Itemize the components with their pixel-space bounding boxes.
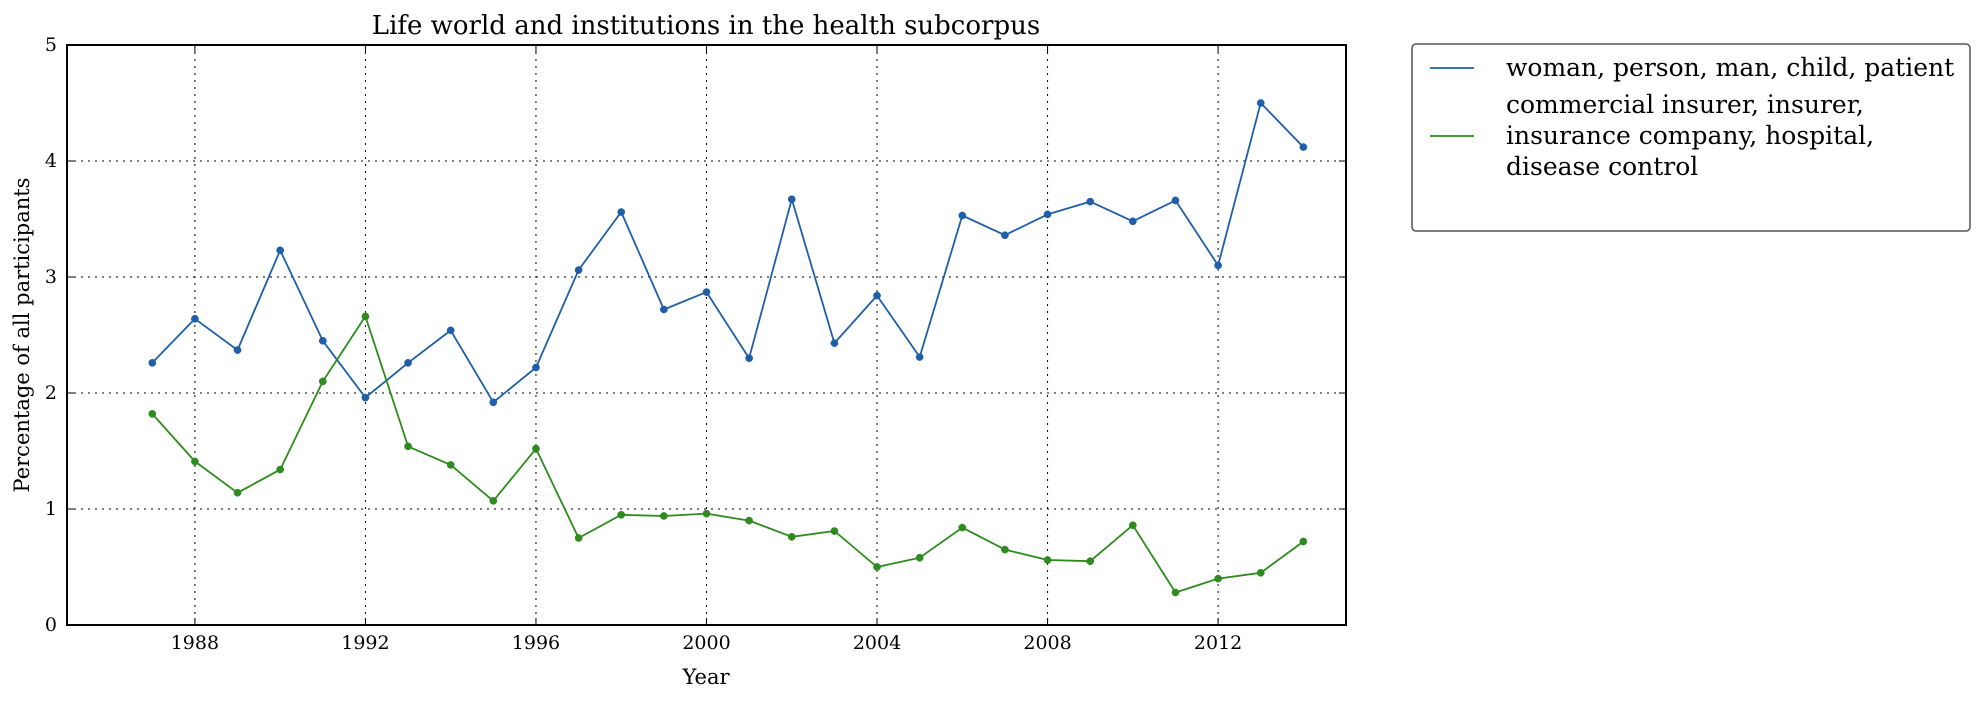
series-2-point bbox=[404, 442, 412, 451]
series-2-point bbox=[233, 488, 242, 497]
series-1-point bbox=[1299, 143, 1308, 151]
series-2-point bbox=[1043, 556, 1052, 564]
y-tick-label: 4 bbox=[45, 150, 57, 172]
series-1-point bbox=[915, 353, 924, 361]
x-tick-label: 2012 bbox=[1194, 632, 1242, 654]
series-2-point bbox=[276, 465, 285, 474]
x-tick-label: 2008 bbox=[1023, 632, 1071, 654]
series-2-point bbox=[1214, 574, 1222, 583]
series-1-point bbox=[1171, 196, 1180, 205]
series-1-point bbox=[617, 208, 626, 216]
y-tick-label: 3 bbox=[45, 266, 57, 288]
series-1-point bbox=[1128, 217, 1137, 226]
series-1-point bbox=[574, 266, 583, 274]
series-1-point bbox=[148, 358, 157, 367]
x-tick-label: 1988 bbox=[171, 632, 219, 654]
y-axis-title: Percentage of all participants bbox=[10, 178, 34, 493]
series-2-point bbox=[489, 497, 498, 505]
y-tick-label: 2 bbox=[45, 382, 57, 404]
series-1-point bbox=[1214, 261, 1222, 270]
series-1-point bbox=[1001, 231, 1009, 240]
series-2-point bbox=[148, 410, 157, 418]
x-axis-title: Year bbox=[681, 665, 730, 689]
series-1-point bbox=[233, 346, 242, 354]
series-1-point bbox=[191, 314, 199, 323]
series-2-point bbox=[1171, 588, 1180, 597]
series-1-point bbox=[1086, 197, 1095, 206]
series-1-point bbox=[532, 363, 540, 372]
series-2-point bbox=[1256, 568, 1265, 577]
y-tick-label: 5 bbox=[45, 34, 57, 56]
x-tick-label: 1996 bbox=[512, 632, 560, 654]
series-line-2 bbox=[151, 315, 1304, 594]
series-2-point bbox=[787, 532, 796, 541]
series-1-point bbox=[787, 195, 796, 204]
series-2-point bbox=[1128, 521, 1137, 530]
series-2-point bbox=[446, 461, 455, 469]
series-2-point bbox=[1086, 557, 1095, 566]
legend-frame bbox=[1411, 43, 1971, 232]
series-2-point bbox=[830, 527, 839, 535]
x-tick-label: 2004 bbox=[853, 632, 901, 654]
series-1-point bbox=[404, 358, 412, 367]
series-2-point bbox=[318, 377, 327, 386]
x-tick-label: 2000 bbox=[682, 632, 730, 654]
legend-label-1: woman, person, man, child, patient bbox=[1506, 53, 1954, 82]
series-1-point bbox=[446, 326, 455, 335]
legend-entries: woman, person, man, child, patient commer… bbox=[1430, 53, 1954, 181]
series-2-point bbox=[702, 509, 711, 518]
series-2-point bbox=[617, 510, 626, 519]
series-1-point bbox=[361, 393, 370, 402]
series-line-1 bbox=[151, 102, 1305, 404]
x-tick-label: 1992 bbox=[341, 632, 389, 654]
series-1-point bbox=[830, 339, 839, 347]
series-1-point bbox=[1043, 210, 1052, 219]
series-2-point bbox=[1001, 545, 1009, 554]
chart-title: Life world and institutions in the healt… bbox=[372, 11, 1040, 41]
series-2-point bbox=[745, 516, 753, 525]
series-2-point bbox=[574, 534, 583, 542]
series-2-point bbox=[191, 457, 199, 466]
series-1-point bbox=[318, 336, 327, 345]
series-2-point bbox=[660, 512, 668, 520]
series-1-point bbox=[958, 211, 967, 220]
series-1-point bbox=[873, 291, 881, 300]
series-layer bbox=[148, 99, 1308, 597]
legend-label-2: commercial insurer, insurer, insurance co… bbox=[1506, 90, 1874, 181]
plot-frame bbox=[66, 44, 1347, 626]
series-2-point bbox=[958, 523, 967, 532]
series-2-point bbox=[873, 563, 881, 571]
series-1-point bbox=[1256, 99, 1265, 107]
series-1-point bbox=[702, 288, 711, 296]
series-2-point bbox=[1299, 537, 1308, 546]
series-1-point bbox=[745, 354, 753, 363]
series-2-point bbox=[361, 312, 370, 321]
series-1-point bbox=[660, 305, 668, 314]
y-tick-label: 0 bbox=[45, 614, 57, 636]
series-1-point bbox=[489, 398, 498, 407]
grid-lines bbox=[67, 45, 1346, 625]
series-2-point bbox=[915, 553, 924, 562]
legend: woman, person, man, child, patient commer… bbox=[1411, 43, 1971, 232]
series-2-point bbox=[532, 444, 540, 453]
series-1-point bbox=[276, 246, 285, 255]
y-tick-label: 1 bbox=[45, 498, 57, 520]
